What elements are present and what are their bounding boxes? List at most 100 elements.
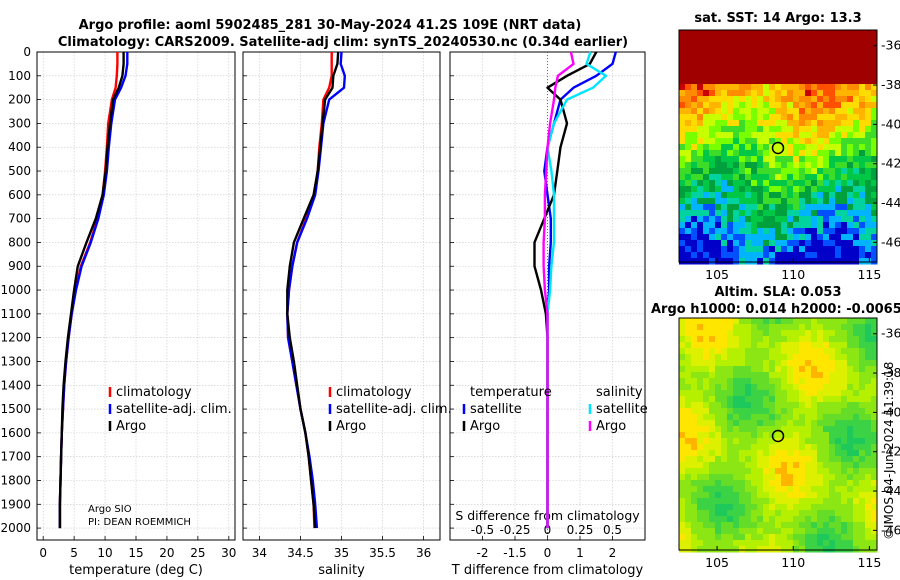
map-cell xyxy=(859,198,866,205)
map-cell xyxy=(853,144,860,151)
map-cell xyxy=(763,210,770,217)
map-cell xyxy=(793,444,800,451)
map-cell xyxy=(799,150,806,157)
map-cell xyxy=(775,168,782,175)
map-cell xyxy=(697,48,704,55)
map-y-tick-label: -36 xyxy=(881,326,900,341)
map-cell xyxy=(841,246,848,253)
map-cell xyxy=(817,378,824,385)
map-cell xyxy=(787,90,794,97)
map-cell xyxy=(793,474,800,481)
map-cell xyxy=(685,378,692,385)
map-cell xyxy=(769,474,776,481)
map-cell xyxy=(871,486,878,493)
map-cell xyxy=(823,204,830,211)
map-cell xyxy=(721,96,728,103)
map-cell xyxy=(757,402,764,409)
map-cell xyxy=(751,366,758,373)
map-cell xyxy=(763,192,770,199)
map-cell xyxy=(697,546,704,553)
map-cell xyxy=(865,174,872,181)
map-cell xyxy=(811,462,818,469)
map-cell xyxy=(679,198,686,205)
map-cell xyxy=(709,486,716,493)
map-cell xyxy=(721,360,728,367)
map-cell xyxy=(865,342,872,349)
map-cell xyxy=(781,132,788,139)
map-cell xyxy=(787,516,794,523)
map-cell xyxy=(811,342,818,349)
map-cell xyxy=(757,228,764,235)
map-cell xyxy=(829,492,836,499)
map-cell xyxy=(703,474,710,481)
map-cell xyxy=(697,480,704,487)
map-cell xyxy=(835,330,842,337)
map-cell xyxy=(793,48,800,55)
map-cell xyxy=(697,258,704,265)
map-cell xyxy=(733,366,740,373)
map-cell xyxy=(763,90,770,97)
map-cell xyxy=(775,408,782,415)
map-cell xyxy=(805,30,812,37)
map-cell xyxy=(703,516,710,523)
map-cell xyxy=(805,408,812,415)
map-cell xyxy=(751,420,758,427)
map-cell xyxy=(871,546,878,553)
map-cell xyxy=(823,444,830,451)
map-cell xyxy=(751,168,758,175)
map-cell xyxy=(709,516,716,523)
map-cell xyxy=(715,414,722,421)
map-cell xyxy=(793,90,800,97)
map-cell xyxy=(715,48,722,55)
map-cell xyxy=(787,432,794,439)
map-cell xyxy=(739,336,746,343)
map-cell xyxy=(751,228,758,235)
x2-tick-label: 0.5 xyxy=(603,523,622,537)
map-cell xyxy=(715,36,722,43)
map-cell xyxy=(775,378,782,385)
map-cell xyxy=(691,168,698,175)
map-cell xyxy=(805,348,812,355)
map-cell xyxy=(811,42,818,49)
map-cell xyxy=(739,144,746,151)
map-cell xyxy=(871,120,878,127)
map-cell xyxy=(853,108,860,115)
map-cell xyxy=(751,510,758,517)
map-cell xyxy=(787,198,794,205)
map-cell xyxy=(757,90,764,97)
map-cell xyxy=(871,156,878,163)
map-cell xyxy=(679,456,686,463)
map-cell xyxy=(865,336,872,343)
map-cell xyxy=(685,324,692,331)
map-cell xyxy=(679,384,686,391)
map-cell xyxy=(775,162,782,169)
map-cell xyxy=(829,60,836,67)
map-cell xyxy=(799,546,806,553)
map-cell xyxy=(823,168,830,175)
map-cell xyxy=(697,192,704,199)
legend-title-temperature: temperature xyxy=(470,385,552,400)
map-cell xyxy=(721,336,728,343)
series-line xyxy=(542,51,575,529)
map-cell xyxy=(763,120,770,127)
map-cell xyxy=(751,408,758,415)
map-cell xyxy=(745,492,752,499)
map-cell xyxy=(697,30,704,37)
map-cell xyxy=(751,480,758,487)
map-cell xyxy=(715,510,722,517)
map-cell xyxy=(685,414,692,421)
map-cell xyxy=(781,108,788,115)
map-cell xyxy=(859,144,866,151)
map-cell xyxy=(787,348,794,355)
map-cell xyxy=(763,150,770,157)
map-cell xyxy=(697,492,704,499)
map-cell xyxy=(751,180,758,187)
map-cell xyxy=(679,390,686,397)
map-cell xyxy=(745,456,752,463)
map-cell xyxy=(799,72,806,79)
map-cell xyxy=(727,480,734,487)
map-cell xyxy=(799,360,806,367)
map-cell xyxy=(739,234,746,241)
map-cell xyxy=(763,378,770,385)
